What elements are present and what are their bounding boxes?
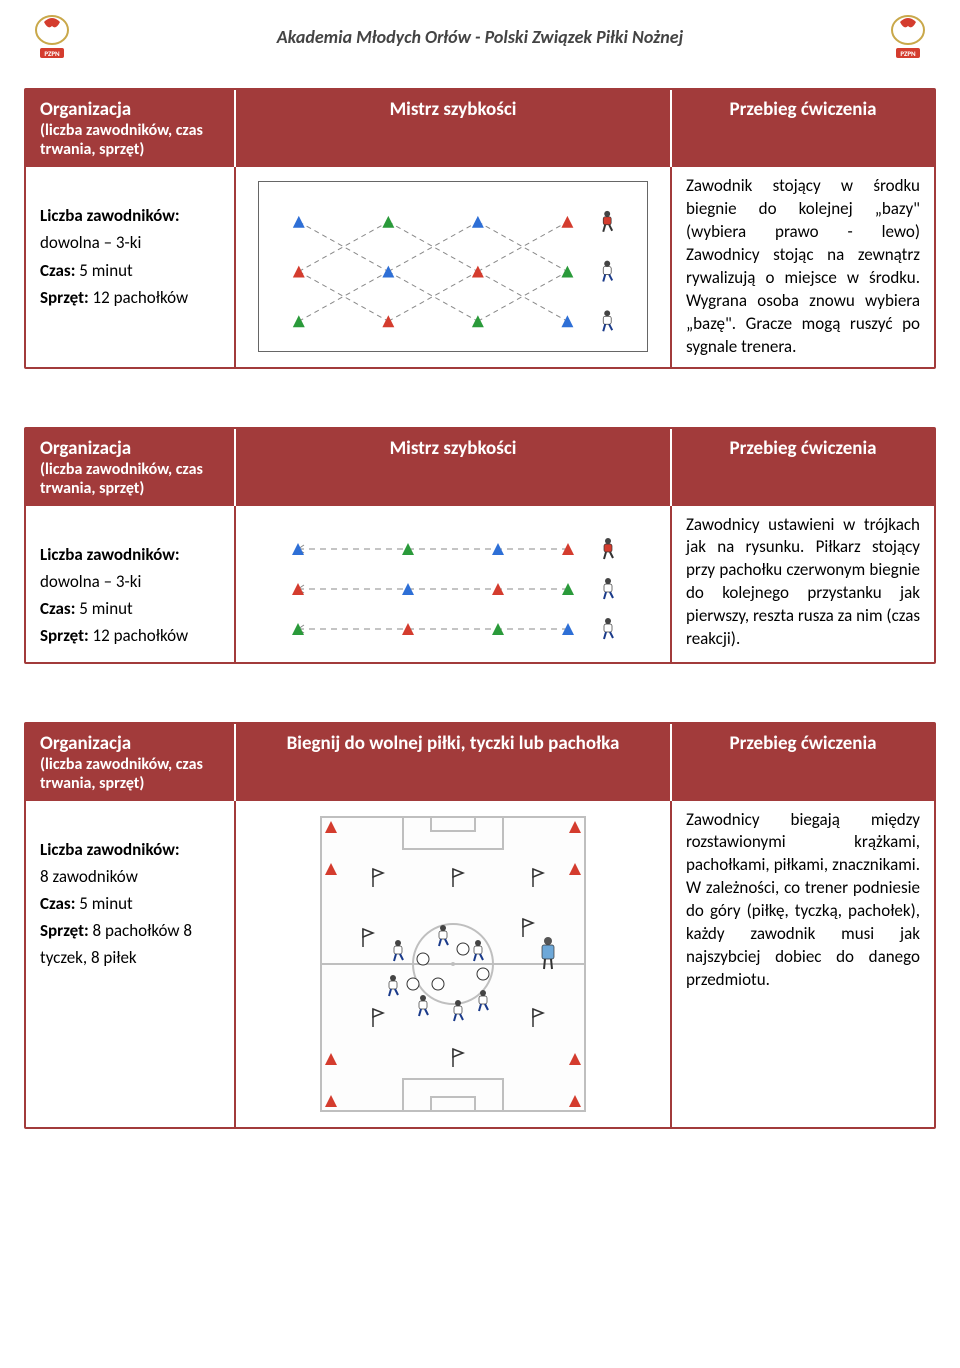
card3-org-sub: (liczba zawodników, czas trwania, sprzęt… bbox=[40, 755, 222, 793]
pzpn-logo-left: PZPN bbox=[24, 12, 80, 62]
card1-org-header: Organizacja (liczba zawodników, czas trw… bbox=[26, 90, 236, 167]
exercise-card-3: Organizacja (liczba zawodników, czas trw… bbox=[24, 722, 936, 1129]
card3-desc: Zawodnicy biegają między rozstawionymi k… bbox=[672, 801, 934, 1127]
exercise-card-1: Organizacja (liczba zawodników, czas trw… bbox=[24, 88, 936, 369]
page-header: PZPN Akademia Młodych Orłów - Polski Zwi… bbox=[24, 0, 936, 70]
card3-diagram bbox=[313, 809, 593, 1119]
page-title: Akademia Młodych Orłów - Polski Związek … bbox=[80, 26, 880, 48]
card3-players-label: Liczba zawodników: bbox=[40, 839, 180, 860]
card1-right-title: Przebieg ćwiczenia bbox=[672, 90, 934, 167]
card1-equip-value: 12 pachołków bbox=[93, 287, 189, 308]
card3-players-value: 8 zawodników bbox=[40, 863, 222, 890]
card2-time-value: 5 minut bbox=[79, 598, 133, 619]
card2-mid-title: Mistrz szybkości bbox=[236, 429, 672, 506]
card2-players-label: Liczba zawodników: bbox=[40, 544, 180, 565]
card2-diagram bbox=[258, 514, 648, 654]
card1-mid-title: Mistrz szybkości bbox=[236, 90, 672, 167]
card2-org-body: Liczba zawodników: dowolna – 3-ki Czas: … bbox=[26, 506, 236, 662]
card1-players-value: dowolna – 3-ki bbox=[40, 229, 222, 256]
card3-mid-title: Biegnij do wolnej piłki, tyczki lub pach… bbox=[236, 724, 672, 801]
card2-time-label: Czas: bbox=[40, 598, 75, 619]
card1-equip-label: Sprzęt: bbox=[40, 287, 89, 308]
card2-equip-value: 12 pachołków bbox=[93, 625, 189, 646]
card3-org-header: Organizacja (liczba zawodników, czas trw… bbox=[26, 724, 236, 801]
card3-right-title: Przebieg ćwiczenia bbox=[672, 724, 934, 801]
card3-time-value: 5 minut bbox=[79, 893, 133, 914]
card3-org-title: Organizacja bbox=[40, 732, 222, 755]
card3-equip-label: Sprzęt: bbox=[40, 920, 89, 941]
card2-org-header: Organizacja (liczba zawodników, czas trw… bbox=[26, 429, 236, 506]
card3-org-body: Liczba zawodników: 8 zawodników Czas: 5 … bbox=[26, 801, 236, 1127]
card2-org-title: Organizacja bbox=[40, 437, 222, 460]
card3-time-label: Czas: bbox=[40, 893, 75, 914]
card1-desc: Zawodnik stojący w środku biegnie do kol… bbox=[672, 167, 934, 367]
card1-org-title: Organizacja bbox=[40, 98, 222, 121]
card1-time-value: 5 minut bbox=[79, 260, 133, 281]
card2-right-title: Przebieg ćwiczenia bbox=[672, 429, 934, 506]
card2-org-sub: (liczba zawodników, czas trwania, sprzęt… bbox=[40, 460, 222, 498]
exercise-card-2: Organizacja (liczba zawodników, czas trw… bbox=[24, 427, 936, 664]
card2-desc: Zawodnicy ustawieni w trójkach jak na ry… bbox=[672, 506, 934, 662]
card1-time-label: Czas: bbox=[40, 260, 75, 281]
card1-org-sub: (liczba zawodników, czas trwania, sprzęt… bbox=[40, 121, 222, 159]
svg-text:PZPN: PZPN bbox=[44, 49, 60, 58]
card1-diagram bbox=[258, 181, 648, 352]
pzpn-logo-right: PZPN bbox=[880, 12, 936, 62]
card1-org-body: Liczba zawodników: dowolna – 3-ki Czas: … bbox=[26, 167, 236, 367]
svg-text:PZPN: PZPN bbox=[900, 49, 916, 58]
card2-players-value: dowolna – 3-ki bbox=[40, 568, 222, 595]
card2-equip-label: Sprzęt: bbox=[40, 625, 89, 646]
card1-players-label: Liczba zawodników: bbox=[40, 205, 180, 226]
